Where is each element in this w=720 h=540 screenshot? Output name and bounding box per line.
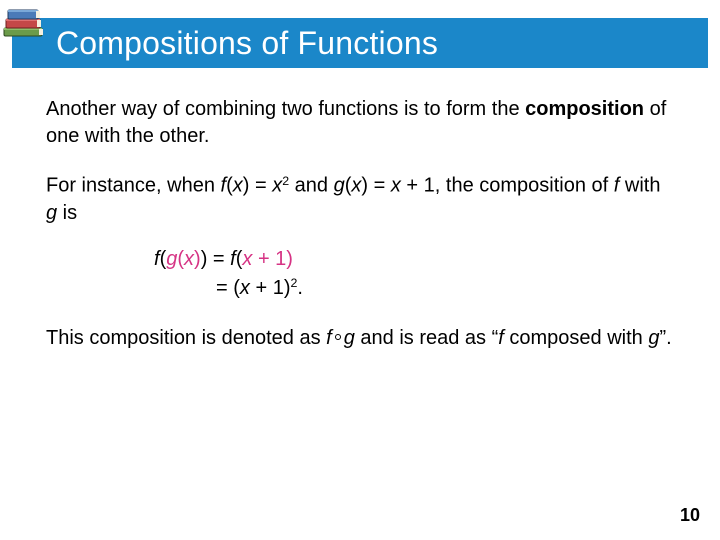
term-composition: composition	[525, 98, 644, 120]
var-x: x	[351, 175, 361, 197]
equation-line-1: f(g(x)) = f(x + 1)	[154, 245, 674, 274]
fn-g: g	[648, 327, 659, 349]
text: (	[226, 175, 233, 197]
page-number: 10	[680, 505, 700, 526]
text: This composition is denoted as	[46, 327, 326, 349]
fn-g: g	[334, 175, 345, 197]
text: .	[297, 277, 303, 299]
books-icon	[0, 2, 48, 42]
text: + 1, the composition of	[401, 175, 614, 197]
compose-symbol-icon	[335, 334, 341, 340]
text: ) =	[243, 175, 272, 197]
equation-line-2: = (x + 1)2.	[216, 274, 674, 303]
text: For instance, when	[46, 175, 221, 197]
fn-g: g	[46, 202, 57, 224]
text: Another way of combining two functions i…	[46, 98, 525, 120]
text: is	[57, 202, 77, 224]
fn-g: g	[344, 327, 355, 349]
slide-body: Another way of combining two functions i…	[46, 96, 674, 374]
var-x: x	[242, 248, 252, 270]
paragraph-notation: This composition is denoted as fg and is…	[46, 325, 674, 352]
text: and is read as	[355, 327, 492, 349]
text: )	[194, 248, 201, 270]
slide-title: Compositions of Functions	[56, 25, 438, 62]
text: ”.	[659, 327, 671, 349]
var-x: x	[391, 175, 401, 197]
title-bar: Compositions of Functions	[12, 18, 708, 68]
exponent: 2	[290, 276, 297, 290]
text: ) =	[201, 248, 230, 270]
exponent: 2	[282, 174, 289, 188]
fn-f: f	[326, 327, 332, 349]
fn-g-inner: g	[166, 248, 177, 270]
text: = (	[216, 277, 240, 299]
text: + 1)	[252, 248, 293, 270]
paragraph-intro: Another way of combining two functions i…	[46, 96, 674, 150]
var-x: x	[233, 175, 243, 197]
var-x: x	[272, 175, 282, 197]
text: and	[289, 175, 333, 197]
var-x: x	[240, 277, 250, 299]
paragraph-example-setup: For instance, when f(x) = x2 and g(x) = …	[46, 172, 674, 227]
text: with	[619, 175, 660, 197]
text: + 1)	[250, 277, 291, 299]
text: composed with	[504, 327, 649, 349]
var-x: x	[184, 248, 194, 270]
equation-block: f(g(x)) = f(x + 1) = (x + 1)2.	[154, 245, 674, 303]
text: ) =	[361, 175, 390, 197]
